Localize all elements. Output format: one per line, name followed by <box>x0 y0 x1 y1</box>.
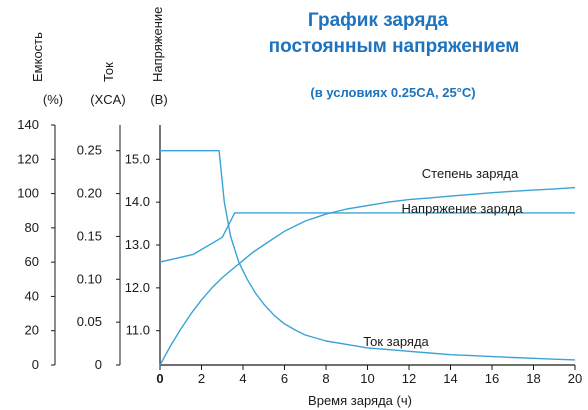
x-axis-label: Время заряда (ч) <box>308 393 412 408</box>
capacity-tick-label: 0 <box>32 357 39 372</box>
series-label-2: Напряжение заряда <box>401 201 523 216</box>
current-tick-label: 0.15 <box>77 228 102 243</box>
capacity-axis-unit: (%) <box>43 92 63 107</box>
x-tick-label: 16 <box>485 371 499 386</box>
x-tick-label: 2 <box>198 371 205 386</box>
capacity-tick-label: 100 <box>17 186 39 201</box>
series-line-2 <box>159 212 575 263</box>
capacity-axis-label: Емкость <box>30 32 45 82</box>
voltage-tick-label: 14.0 <box>125 194 150 209</box>
series-line-1 <box>159 186 576 366</box>
current-tick-label: 0.05 <box>77 314 102 329</box>
series-label-1: Степень заряда <box>422 166 519 181</box>
series-label-3: Ток заряда <box>363 334 429 349</box>
voltage-axis-label: Напряжение <box>150 7 165 82</box>
capacity-tick-label: 140 <box>17 117 39 132</box>
capacity-tick-label: 40 <box>25 288 39 303</box>
x-tick-label: 18 <box>526 371 540 386</box>
current-tick-label: 0.10 <box>77 271 102 286</box>
x-tick-label: 10 <box>360 371 374 386</box>
voltage-tick-label: 12.0 <box>125 280 150 295</box>
chart-subtitle: (в условиях 0.25CA, 25°C) <box>310 85 475 100</box>
x-tick-label: 20 <box>568 371 582 386</box>
current-tick-label: 0.20 <box>77 186 102 201</box>
x-tick-label: 8 <box>322 371 329 386</box>
voltage-tick-label: 15.0 <box>125 151 150 166</box>
current-tick-label: 0.25 <box>77 143 102 158</box>
capacity-tick-label: 60 <box>25 254 39 269</box>
current-axis-unit: (XCA) <box>90 92 125 107</box>
series-layer: Степень заряда Напряжение заряда Ток заряд… <box>159 149 576 366</box>
series-line-3 <box>160 149 576 361</box>
voltage-tick-label: 11.0 <box>126 323 150 338</box>
capacity-tick-label: 120 <box>17 151 39 166</box>
voltage-tick-label: 13.0 <box>125 237 150 252</box>
x-tick-label: 14 <box>443 371 457 386</box>
axes-layer: 0 2 4 6 8 10 12 14 16 18 20 0 20 40 60 80 100 120 140 0 0.05… <box>17 117 582 386</box>
x-tick-label: 0 <box>156 371 163 386</box>
x-tick-label: 6 <box>281 371 288 386</box>
current-tick-label: 0 <box>95 357 102 372</box>
chart-title-line2: постоянным напряжением <box>269 36 520 57</box>
current-axis-label: Ток <box>101 62 116 82</box>
x-tick-label: 12 <box>402 371 416 386</box>
capacity-tick-label: 20 <box>25 323 39 338</box>
chart-title-line1: График заряда <box>308 10 449 31</box>
x-tick-label: 4 <box>239 371 246 386</box>
capacity-tick-label: 80 <box>25 220 39 235</box>
voltage-axis-unit: (В) <box>150 92 167 107</box>
